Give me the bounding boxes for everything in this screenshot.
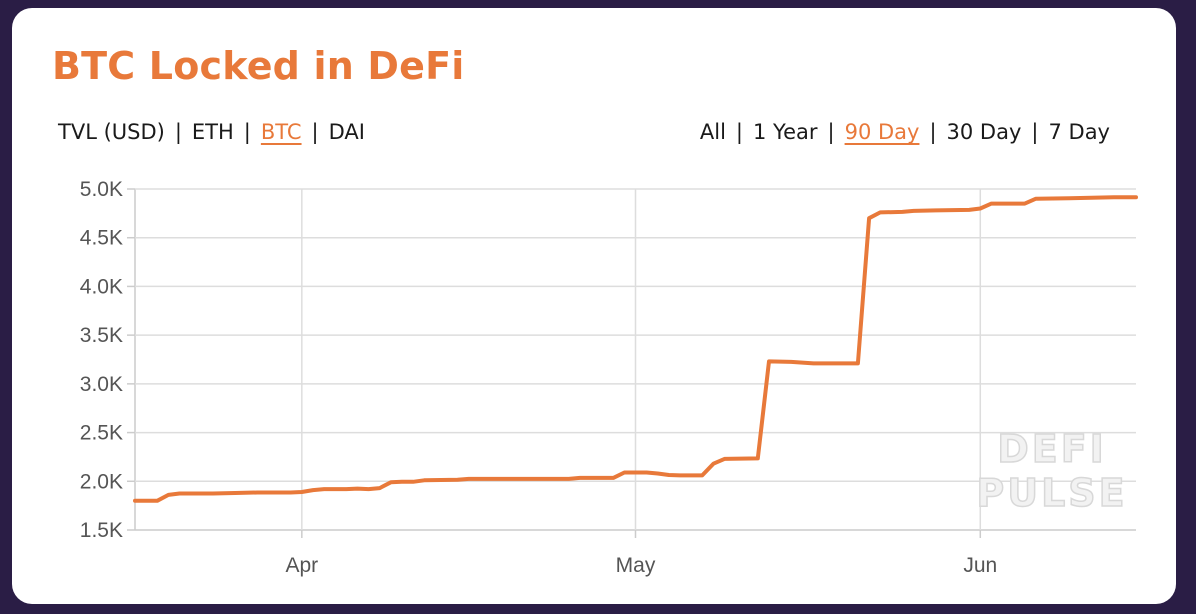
y-tick-label: 5.0K: [80, 178, 123, 201]
y-tick-label: 1.5K: [80, 519, 123, 542]
y-tick-label: 4.0K: [80, 275, 123, 298]
series-line: [133, 195, 1138, 503]
separator: |: [243, 120, 251, 144]
defi-pulse-watermark: DEFI PULSE: [976, 426, 1127, 516]
watermark-line-2: PULSE: [976, 471, 1127, 515]
separator: |: [929, 120, 937, 144]
chart-card: BTC Locked in DeFi TVL (USD) | ETH | BTC…: [12, 8, 1176, 604]
separator: |: [311, 120, 319, 144]
series-group: [133, 195, 1138, 503]
range-tab-90-day[interactable]: 90 Day: [844, 120, 920, 144]
x-tick-label: May: [616, 554, 656, 577]
range-tab-7-day[interactable]: 7 Day: [1048, 120, 1110, 144]
metric-tab-btc[interactable]: BTC: [260, 120, 302, 144]
separator: |: [174, 120, 182, 144]
watermark-line-1: DEFI: [997, 427, 1107, 471]
y-tick-label: 2.5K: [80, 422, 123, 445]
metric-tab-dai[interactable]: DAI: [328, 120, 365, 144]
range-tab-1-year[interactable]: 1 Year: [753, 120, 818, 144]
metric-tab-tvl-usd[interactable]: TVL (USD): [58, 120, 165, 144]
separator: |: [735, 120, 743, 144]
range-tab-30-day[interactable]: 30 Day: [946, 120, 1022, 144]
y-axis-ticks: 5.0K 4.5K 4.0K 3.5K 3.0K 2.5K 2.0K 1.5K: [80, 178, 135, 542]
metric-tab-eth[interactable]: ETH: [191, 120, 234, 144]
range-toggle-group: All | 1 Year | 90 Day | 30 Day | 7 Day: [700, 120, 1110, 144]
metric-toggle-group: TVL (USD) | ETH | BTC | DAI: [58, 120, 365, 144]
separator: |: [1031, 120, 1039, 144]
range-tab-all[interactable]: All: [699, 120, 726, 144]
y-tick-label: 3.0K: [80, 373, 123, 396]
y-tick-label: 4.5K: [80, 227, 123, 250]
y-tick-label: 3.5K: [80, 324, 123, 347]
x-axis-ticks: Apr May Jun: [285, 530, 997, 577]
separator: |: [827, 120, 835, 144]
line-chart: DEFI PULSE 5.0K 4.5K 4.0K 3.5K 3.0K 2.5K 2.0K 1…: [80, 178, 1138, 577]
x-tick-label: Jun: [963, 554, 997, 577]
chart-title: BTC Locked in DeFi: [52, 44, 465, 88]
x-tick-label: Apr: [285, 554, 318, 577]
y-tick-label: 2.0K: [80, 470, 123, 493]
